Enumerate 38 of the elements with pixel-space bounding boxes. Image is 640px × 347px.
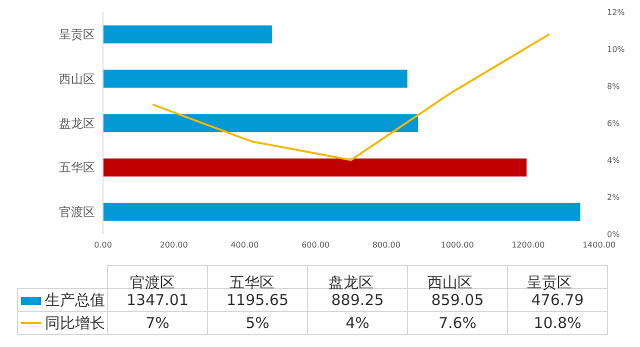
text: 476.79	[508, 288, 608, 312]
text: 10.8%	[508, 312, 608, 334]
y-tick-label: 呈贡区	[59, 27, 95, 42]
text: 7.6%	[408, 312, 508, 334]
line-series	[152, 33, 550, 161]
y-tick-label: 2%	[607, 192, 620, 202]
bar	[103, 114, 418, 132]
bar	[103, 158, 527, 177]
text: 1347.01	[108, 288, 208, 312]
x-tick-label: 0.00	[94, 240, 112, 250]
x-tick-label: 600.00	[302, 240, 330, 250]
x-tick-label: 200.00	[160, 240, 188, 250]
x-tick-label: 1200.00	[512, 240, 545, 250]
x-tick-label: 1000.00	[440, 240, 474, 250]
y-tick-label: 10%	[607, 44, 626, 54]
text: 859.05	[408, 288, 508, 312]
y-tick-label: 6%	[607, 118, 620, 128]
x-tick-label: 1400.00	[582, 240, 616, 250]
legend-label: 同比增长	[45, 314, 105, 332]
bar	[103, 25, 272, 44]
text: 4%	[308, 312, 408, 334]
y-tick-label: 4%	[607, 156, 620, 165]
bar	[103, 202, 580, 221]
y-tick-label: 12%	[607, 8, 626, 17]
text: 889.25	[308, 288, 408, 312]
x-tick-label: 800.00	[372, 240, 400, 250]
bar	[103, 70, 408, 88]
text: 7%	[108, 312, 208, 334]
y-tick-label: 8%	[607, 82, 620, 91]
text: 1195.65	[208, 288, 308, 312]
y-tick-label: 0%	[607, 230, 620, 239]
y-tick-label: 西山区	[59, 72, 95, 86]
y-tick-label: 盘龙区	[59, 116, 95, 130]
y-tick-label: 官渡区	[59, 205, 95, 220]
text: 5%	[208, 312, 308, 334]
legend-label: 生产总值	[45, 290, 105, 308]
y-tick-label: 五华区	[59, 160, 95, 175]
x-tick-label: 400.00	[230, 240, 259, 250]
